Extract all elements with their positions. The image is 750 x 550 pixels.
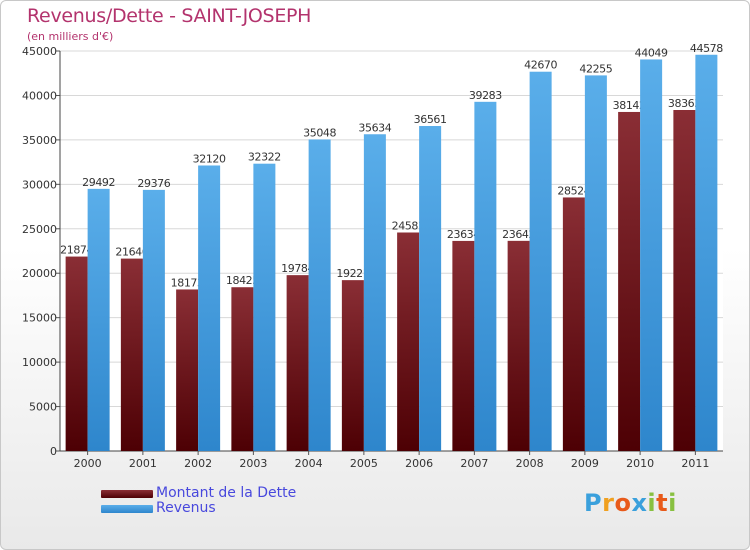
bar-revenus-2001 [142,189,165,451]
data-label-revenus: 44578 [690,42,723,55]
data-label-revenus: 35048 [303,126,336,139]
bar-dette-2011 [673,109,696,452]
y-tick-label: 30000 [22,178,57,191]
logo-letter: i [668,489,677,517]
bar-dette-2010 [618,111,641,452]
x-tick-label: 2001 [129,457,157,470]
bar-dette-2000 [65,256,88,451]
data-label-revenus: 29492 [82,176,115,189]
legend-label-dette: Montant de la Dette [156,485,297,501]
x-tick-label: 2011 [681,457,709,470]
bar-dette-2002 [176,289,199,451]
bar-revenus-2007 [474,101,497,451]
data-label-dette: 38142 [613,99,646,112]
y-tick-label: 45000 [22,45,57,58]
data-label-dette: 24581 [392,220,425,233]
y-tick-label: 5000 [29,401,57,414]
bar-revenus-2010 [640,59,663,451]
bar-revenus-2005 [363,134,386,451]
bar-dette-2007 [452,240,475,451]
data-label-dette: 19221 [336,267,369,280]
data-label-dette: 21874 [60,244,93,257]
data-label-dette: 18425 [226,274,259,287]
data-label-dette: 21646 [115,246,148,259]
bar-revenus-2004 [308,139,331,451]
data-label-dette: 28524 [557,184,590,197]
data-label-dette: 38363 [668,97,701,110]
x-tick-label: 2007 [460,457,488,470]
logo-letter: o [614,489,632,517]
y-tick-label: 15000 [22,312,57,325]
bar-dette-2008 [507,240,530,451]
x-tick-label: 2003 [239,457,267,470]
bar-dette-2003 [231,287,254,451]
logo-letter: t [656,489,669,517]
bar-revenus-2008 [529,71,552,451]
bar-dette-2001 [120,258,143,451]
logo-letter: P [584,489,603,517]
chart-subtitle: (en milliers d'€) [27,30,114,43]
data-label-dette: 19784 [281,262,314,275]
data-label-revenus: 35634 [358,121,391,134]
y-tick-label: 10000 [22,356,57,369]
bar-dette-2004 [286,275,309,451]
legend-swatch-revenus [101,505,153,513]
y-tick-label: 0 [50,445,57,458]
data-label-revenus: 36561 [414,113,447,126]
logo-letter: i [647,489,657,517]
x-tick-label: 2008 [516,457,544,470]
y-tick-label: 25000 [22,223,57,236]
data-label-dette: 18173 [171,276,204,289]
chart-title: Revenus/Dette - SAINT-JOSEPH [27,5,312,27]
bar-revenus-2009 [584,75,607,452]
data-label-revenus: 42255 [579,62,612,75]
logo-letter: x [631,489,648,517]
data-label-revenus: 44049 [635,46,668,59]
x-tick-label: 2002 [184,457,212,470]
data-label-revenus: 29376 [137,177,170,190]
x-tick-label: 2006 [405,457,433,470]
bar-revenus-2000 [87,188,110,452]
x-tick-label: 2010 [626,457,654,470]
plot-area [60,51,723,451]
data-label-dette: 23642 [502,228,535,241]
bar-dette-2006 [397,232,420,451]
data-label-revenus: 32120 [193,152,226,165]
bar-revenus-2006 [419,126,442,451]
bar-revenus-2002 [198,165,221,451]
bar-revenus-2011 [695,54,718,452]
x-tick-label: 2004 [295,457,323,470]
logo-letter: r [602,489,615,517]
data-label-dette: 23634 [447,228,480,241]
bar-revenus-2003 [253,163,276,451]
bar-dette-2005 [341,280,364,451]
data-label-revenus: 39283 [469,89,502,102]
proxiti-logo: Proxiti [584,489,677,517]
x-tick-label: 2000 [74,457,102,470]
legend-label-revenus: Revenus [156,500,216,516]
data-label-revenus: 42670 [524,59,557,72]
y-tick-label: 35000 [22,134,57,147]
bar-dette-2009 [562,197,585,451]
x-tick-label: 2009 [571,457,599,470]
legend-swatch-dette [101,490,153,498]
y-tick-label: 20000 [22,267,57,280]
y-tick-label: 40000 [22,89,57,102]
data-label-revenus: 32322 [248,151,281,164]
x-tick-label: 2005 [350,457,378,470]
